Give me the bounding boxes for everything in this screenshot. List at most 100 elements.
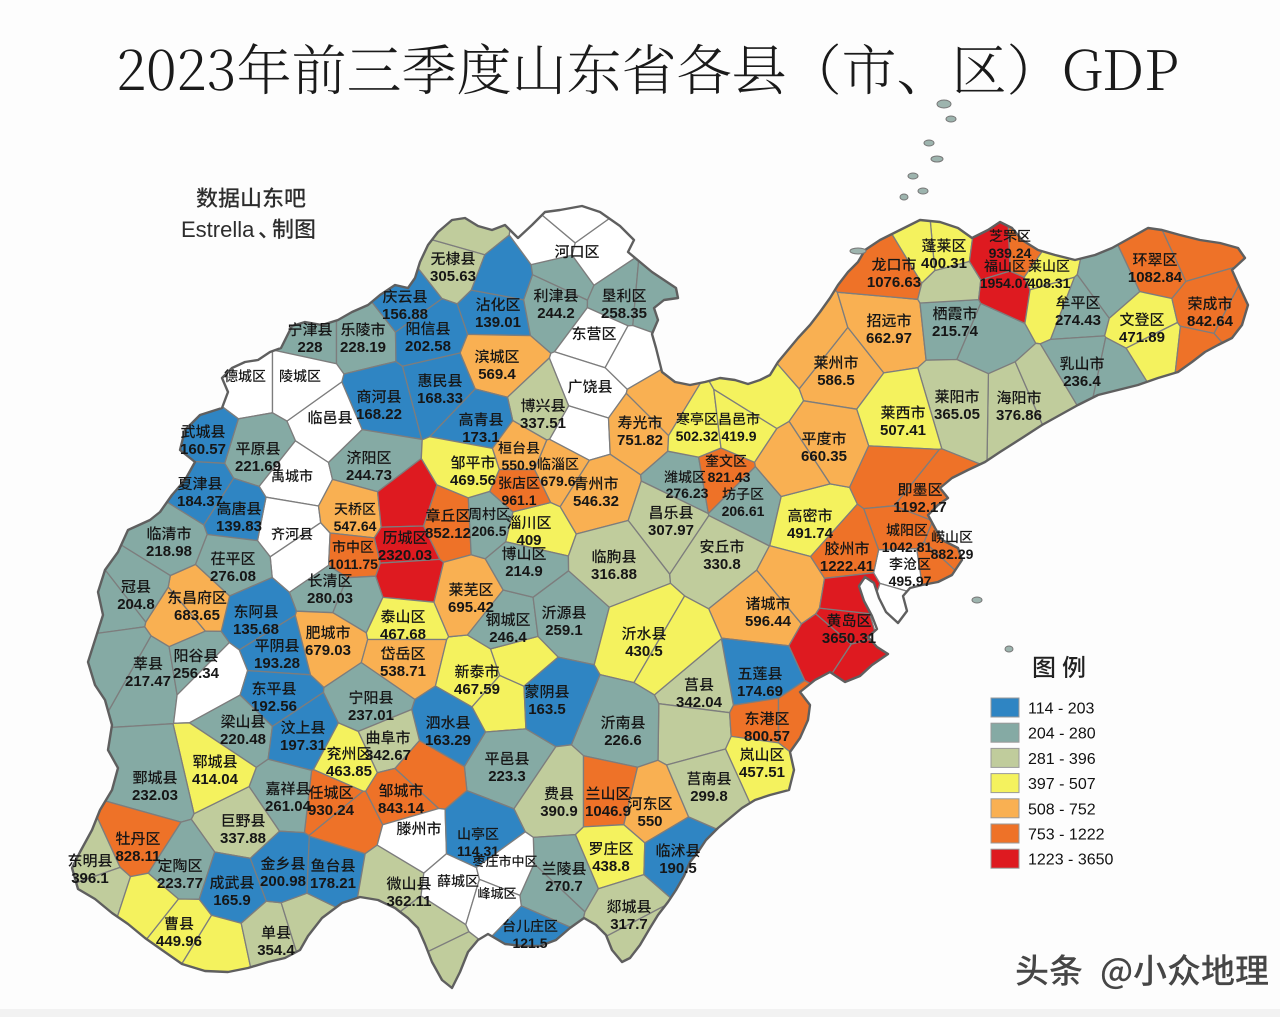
svg-text:342.67: 342.67 [365, 747, 411, 764]
svg-text:467.59: 467.59 [454, 681, 500, 698]
svg-text:409: 409 [516, 532, 541, 549]
svg-text:316.88: 316.88 [591, 566, 637, 583]
svg-text:281 - 396: 281 - 396 [1028, 751, 1096, 768]
svg-text:467.68: 467.68 [380, 626, 426, 643]
svg-text:469.56: 469.56 [450, 472, 496, 489]
svg-text:463.85: 463.85 [326, 763, 372, 780]
svg-text:1011.75: 1011.75 [328, 556, 378, 572]
svg-text:438.8: 438.8 [592, 858, 630, 875]
svg-text:246.4: 246.4 [489, 629, 527, 646]
svg-text:214.9: 214.9 [505, 563, 543, 580]
svg-text:206.61: 206.61 [722, 503, 765, 519]
svg-text:307.97: 307.97 [648, 522, 694, 539]
svg-text:471.89: 471.89 [1119, 329, 1165, 346]
svg-text:160.57: 160.57 [180, 441, 226, 458]
svg-text:449.96: 449.96 [156, 933, 202, 950]
svg-text:174.69: 174.69 [737, 683, 783, 700]
svg-text:800.57: 800.57 [744, 728, 790, 745]
svg-text:660.35: 660.35 [801, 448, 847, 465]
svg-text:193.28: 193.28 [254, 655, 300, 672]
svg-text:223.77: 223.77 [157, 875, 203, 892]
svg-text:276.23: 276.23 [666, 485, 709, 501]
svg-text:228: 228 [297, 339, 322, 356]
svg-text:2320.03: 2320.03 [378, 547, 432, 564]
svg-text:236.4: 236.4 [1063, 373, 1101, 390]
svg-text:204 - 280: 204 - 280 [1028, 726, 1096, 743]
svg-text:121.5: 121.5 [512, 935, 547, 951]
svg-text:256.34: 256.34 [173, 665, 220, 682]
svg-text:397 - 507: 397 - 507 [1028, 776, 1096, 793]
svg-text:491.74: 491.74 [787, 525, 834, 542]
svg-text:396.1: 396.1 [71, 870, 109, 887]
svg-text:550.9: 550.9 [501, 457, 536, 473]
svg-text:961.1: 961.1 [501, 492, 536, 508]
svg-text:206.5: 206.5 [471, 523, 506, 539]
svg-text:1223 - 3650: 1223 - 3650 [1028, 852, 1114, 869]
svg-text:163.29: 163.29 [425, 732, 471, 749]
svg-text:683.65: 683.65 [174, 607, 220, 624]
svg-text:751.82: 751.82 [617, 432, 663, 449]
svg-text:168.33: 168.33 [417, 390, 463, 407]
svg-text:457.51: 457.51 [739, 764, 785, 781]
svg-text:Estrella: Estrella [181, 217, 255, 242]
svg-text:821.43: 821.43 [708, 469, 751, 485]
svg-text:173.1: 173.1 [462, 429, 500, 446]
svg-text:258.35: 258.35 [601, 305, 647, 322]
svg-text:414.04: 414.04 [192, 771, 239, 788]
svg-text:202.58: 202.58 [405, 338, 451, 355]
svg-text:679.03: 679.03 [305, 642, 351, 659]
svg-text:232.03: 232.03 [132, 787, 178, 804]
svg-text:280.03: 280.03 [307, 590, 353, 607]
svg-text:408.31: 408.31 [1028, 275, 1071, 291]
svg-text:221.69: 221.69 [235, 458, 281, 475]
svg-text:299.8: 299.8 [690, 788, 728, 805]
svg-text:274.43: 274.43 [1055, 312, 1101, 329]
svg-text:305.63: 305.63 [430, 268, 476, 285]
svg-text:342.04: 342.04 [676, 694, 723, 711]
svg-text:330.8: 330.8 [703, 556, 741, 573]
svg-text:237.01: 237.01 [348, 707, 394, 724]
svg-text:400.31: 400.31 [921, 255, 967, 272]
svg-text:1046.9: 1046.9 [585, 803, 631, 820]
svg-text:550: 550 [637, 813, 662, 830]
svg-text:204.8: 204.8 [117, 596, 155, 613]
svg-text:200.98: 200.98 [260, 873, 306, 890]
svg-text:376.86: 376.86 [996, 407, 1042, 424]
svg-text:3650.31: 3650.31 [822, 630, 876, 647]
svg-text:596.44: 596.44 [745, 613, 792, 630]
svg-text:546.32: 546.32 [573, 493, 619, 510]
svg-text:270.7: 270.7 [545, 878, 583, 895]
svg-text:1082.84: 1082.84 [1128, 269, 1183, 286]
svg-text:662.97: 662.97 [866, 330, 912, 347]
svg-text:165.9: 165.9 [213, 892, 251, 909]
svg-text:215.74: 215.74 [932, 323, 979, 340]
svg-text:1042.81: 1042.81 [882, 539, 933, 555]
svg-text:695.42: 695.42 [448, 599, 494, 616]
svg-text:569.4: 569.4 [478, 366, 516, 383]
svg-text:1222.41: 1222.41 [820, 558, 874, 575]
svg-text:261.04: 261.04 [265, 798, 312, 815]
svg-text:828.11: 828.11 [115, 848, 160, 865]
svg-text:939.24: 939.24 [989, 245, 1032, 261]
svg-text:184.37: 184.37 [177, 493, 223, 510]
svg-text:168.22: 168.22 [356, 406, 402, 423]
svg-text:156.88: 156.88 [382, 306, 428, 323]
svg-text:228.19: 228.19 [340, 339, 386, 356]
svg-text:259.1: 259.1 [545, 622, 583, 639]
svg-text:139.01: 139.01 [475, 314, 521, 331]
svg-text:495.97: 495.97 [889, 573, 932, 589]
svg-text:135.68: 135.68 [233, 621, 279, 638]
svg-text:190.5: 190.5 [659, 860, 697, 877]
svg-text:419.9: 419.9 [721, 428, 756, 444]
svg-text:538.71: 538.71 [380, 663, 426, 680]
svg-text:192.56: 192.56 [251, 698, 297, 715]
svg-text:508 - 752: 508 - 752 [1028, 801, 1096, 818]
svg-text:197.31: 197.31 [280, 737, 326, 754]
svg-text:930.24: 930.24 [308, 802, 355, 819]
svg-text:337.88: 337.88 [220, 830, 266, 847]
svg-text:1076.63: 1076.63 [867, 274, 921, 291]
svg-text:430.5: 430.5 [625, 643, 663, 660]
svg-text:362.11: 362.11 [386, 893, 431, 910]
svg-text:1192.17: 1192.17 [893, 499, 946, 516]
svg-text:218.98: 218.98 [146, 543, 192, 560]
